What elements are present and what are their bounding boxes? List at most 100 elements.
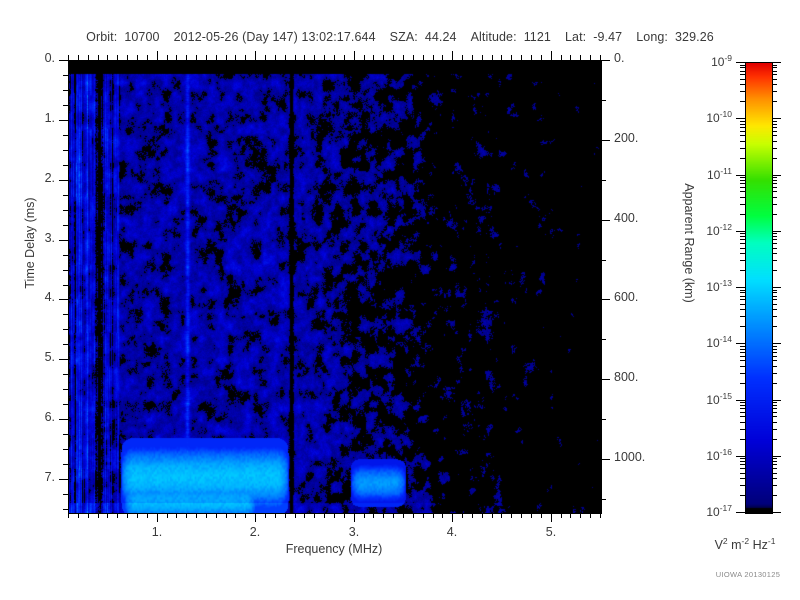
- colorbar-tick-exponent: -10: [719, 109, 732, 119]
- spectrogram-plot-area: [68, 60, 602, 514]
- y-tick-minor-left: [63, 285, 68, 286]
- x-tick-minor: [295, 513, 296, 518]
- x-tick-minor: [147, 513, 148, 518]
- colorbar-tick-minor: [772, 74, 777, 75]
- colorbar-tick-major: [772, 62, 781, 63]
- x-tick-top: [98, 55, 99, 60]
- colorbar-tick-minor: [772, 439, 777, 440]
- x-tick-top: [364, 55, 365, 60]
- colorbar-tick-minor: [740, 485, 745, 486]
- x-tick-top: [541, 55, 542, 60]
- x-tick-minor: [590, 513, 591, 518]
- x-tick-minor: [561, 513, 562, 518]
- x-tick-top: [304, 55, 305, 60]
- colorbar-tick-minor: [740, 473, 745, 474]
- colorbar-tick-mantissa: 10: [706, 168, 721, 182]
- y-tick-label-left: 0.: [44, 51, 55, 65]
- y-tick-minor-left: [63, 434, 68, 435]
- colorbar-tick-minor: [740, 236, 745, 237]
- colorbar-tick-minor: [740, 131, 745, 132]
- colorbar-tick-minor: [740, 412, 745, 413]
- y-tick-minor-left: [63, 389, 68, 390]
- x-tick-minor: [364, 513, 365, 518]
- y-tick-minor-left: [63, 75, 68, 76]
- orbit-value: 10700: [124, 30, 160, 44]
- colorbar-tick-minor: [740, 416, 745, 417]
- colorbar-tick-minor: [772, 180, 777, 181]
- colorbar-tick-exponent: -13: [719, 278, 732, 288]
- y-tick-minor-left: [63, 509, 68, 510]
- colorbar-tick-major: [772, 512, 781, 513]
- colorbar-tick-label: 10-11: [680, 166, 732, 182]
- x-tick-minor: [68, 513, 69, 518]
- x-tick-minor: [127, 513, 128, 518]
- x-tick-minor: [78, 513, 79, 518]
- colorbar-tick-minor: [740, 233, 745, 234]
- colorbar-tick-minor: [740, 439, 745, 440]
- x-tick-top: [147, 55, 148, 60]
- y-tick-label-right: 0.: [614, 51, 625, 65]
- colorbar-tick-minor: [740, 141, 745, 142]
- colorbar-tick-minor: [740, 373, 745, 374]
- colorbar-tick-minor: [740, 67, 745, 68]
- y-tick-label-left: 6.: [44, 410, 55, 424]
- colorbar-tick-mantissa: 10: [706, 224, 720, 238]
- colorbar-tick-label: 10-17: [680, 503, 732, 519]
- colorbar-tick-mantissa: 10: [706, 449, 720, 463]
- x-tick-minor: [541, 513, 542, 518]
- x-tick-top: [531, 55, 532, 60]
- colorbar-tick-minor: [772, 316, 777, 317]
- x-tick-minor: [393, 513, 394, 518]
- colorbar-tick-minor: [740, 248, 745, 249]
- x-tick-top: [186, 55, 187, 60]
- x-tick-minor: [383, 513, 384, 518]
- observation-datetime: 2012-05-26 (Day 147) 13:02:17.644: [173, 30, 376, 44]
- x-tick-top: [344, 55, 345, 60]
- x-tick-minor: [314, 513, 315, 518]
- y-tick-minor-left: [63, 464, 68, 465]
- y-tick-minor-left: [63, 329, 68, 330]
- colorbar-tick-minor: [772, 356, 777, 357]
- colorbar-tick-major: [772, 400, 781, 401]
- colorbar-tick-mantissa: 10: [706, 505, 720, 519]
- colorbar-gradient: [746, 63, 772, 513]
- x-tick-top: [462, 55, 463, 60]
- colorbar-tick-minor: [740, 148, 745, 149]
- x-tick-minor: [433, 513, 434, 518]
- y-tick-label-left: 3.: [44, 231, 55, 245]
- colorbar-tick-minor: [740, 468, 745, 469]
- colorbar-tick-minor: [740, 429, 745, 430]
- x-tick-minor: [275, 513, 276, 518]
- colorbar-tick-label: 10-16: [680, 447, 732, 463]
- y-tick-major-right: [601, 60, 610, 61]
- colorbar-tick-minor: [740, 352, 745, 353]
- x-tick-minor: [196, 513, 197, 518]
- x-tick-top: [600, 55, 601, 60]
- colorbar-tick-minor: [772, 464, 777, 465]
- colorbar-tick-minor: [772, 458, 777, 459]
- unit-hertz-exp: -1: [767, 536, 776, 546]
- colorbar-tick-minor: [772, 183, 777, 184]
- y-tick-minor-left: [63, 404, 68, 405]
- y-tick-minor-left: [63, 150, 68, 151]
- colorbar-tick-minor: [772, 360, 777, 361]
- colorbar-tick-minor: [772, 84, 777, 85]
- x-tick-minor: [206, 513, 207, 518]
- colorbar-tick-minor: [740, 405, 745, 406]
- colorbar-tick-minor: [772, 292, 777, 293]
- colorbar-tick-minor: [772, 346, 777, 347]
- x-tick-minor: [245, 513, 246, 518]
- y-tick-label-right: 1000.: [614, 450, 646, 464]
- x-tick-major: [255, 513, 256, 522]
- x-tick-minor: [344, 513, 345, 518]
- y-tick-major-left: [59, 120, 68, 121]
- y-axis-title-right: Apparent Range (km): [682, 183, 696, 303]
- y-tick-minor-left: [63, 255, 68, 256]
- colorbar-tick-minor: [772, 101, 777, 102]
- x-tick-top: [334, 55, 335, 60]
- x-tick-top: [157, 51, 158, 60]
- colorbar-tick-minor: [740, 135, 745, 136]
- colorbar-tick-minor: [740, 402, 745, 403]
- x-tick-top: [88, 55, 89, 60]
- colorbar-tick-minor: [772, 405, 777, 406]
